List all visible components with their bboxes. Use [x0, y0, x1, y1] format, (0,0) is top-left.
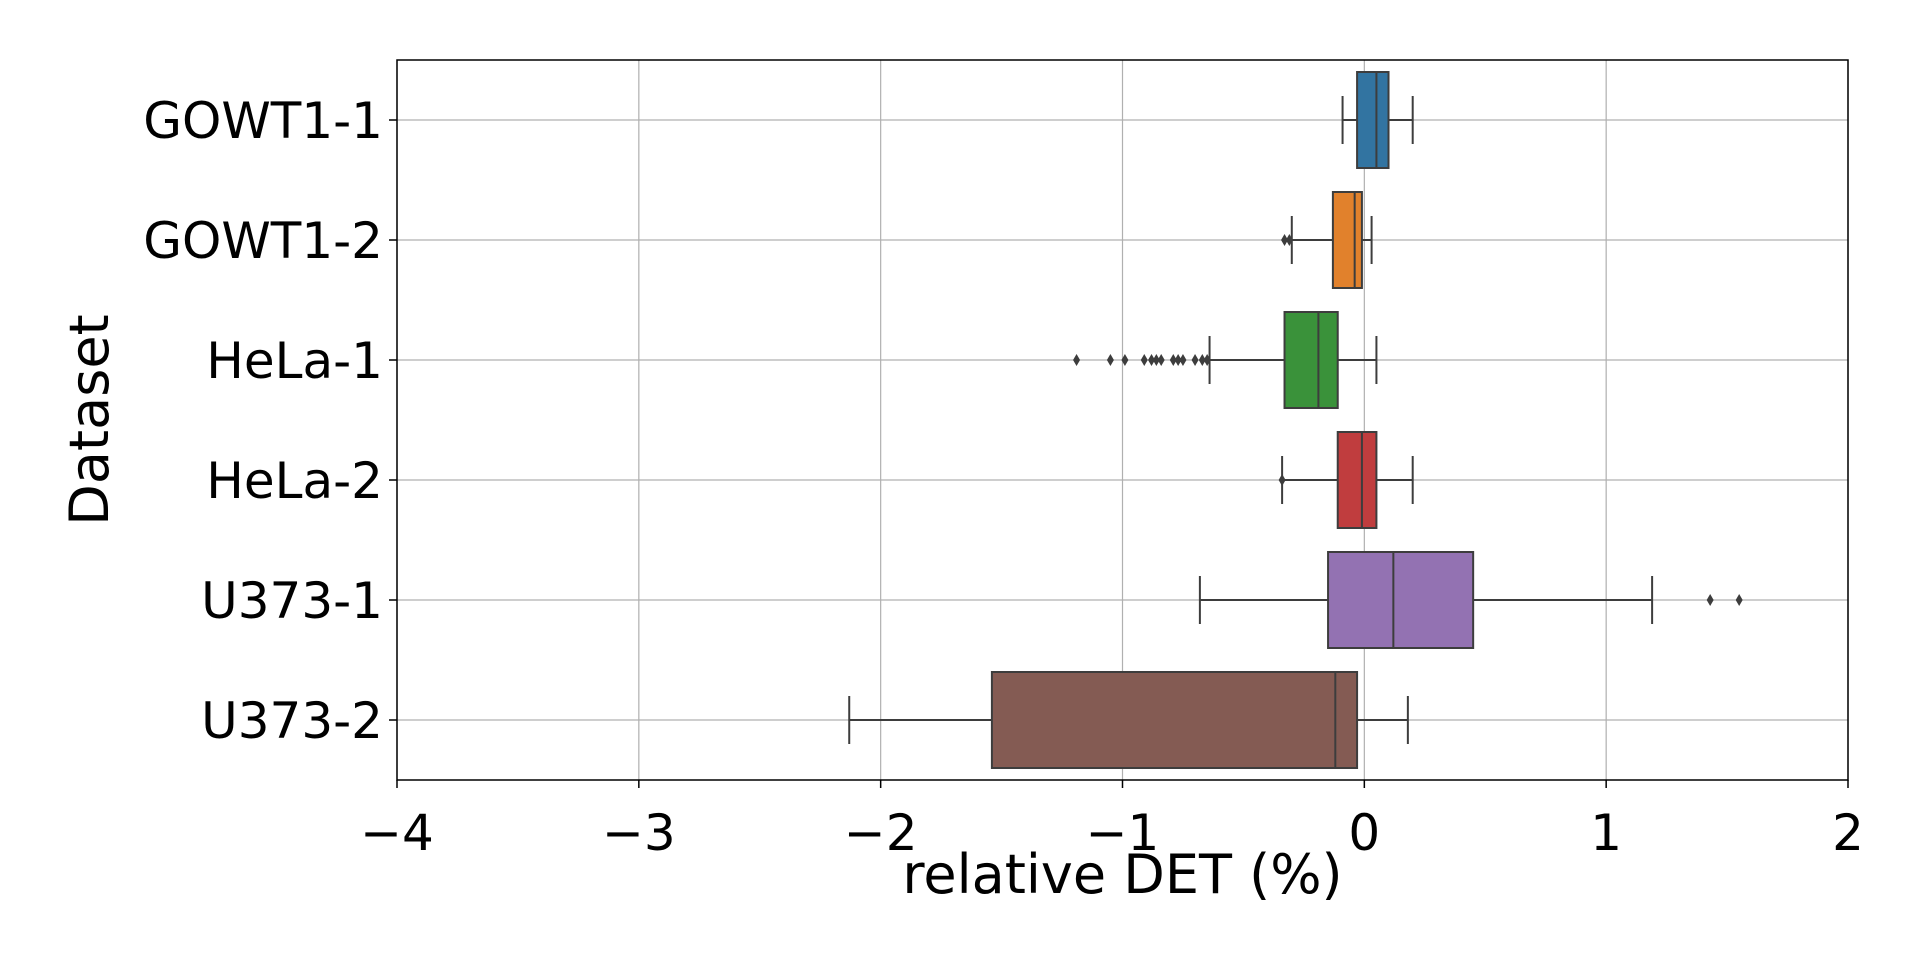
box-u373-2 [848, 671, 1409, 769]
outlier-point [1278, 474, 1286, 486]
box-gowt1-1 [1341, 71, 1414, 169]
x-tick-label: 1 [1590, 804, 1622, 862]
outlier-point [1281, 234, 1289, 246]
iqr-box [990, 671, 1359, 769]
x-tick-label: −3 [602, 804, 676, 862]
y-axis-label: Dataset [58, 314, 121, 525]
outlier-point [1073, 354, 1081, 366]
x-axis-label: relative DET (%) [902, 843, 1342, 906]
x-tick-label: −1 [1086, 804, 1160, 862]
box-hela-1 [1073, 311, 1378, 409]
box-hela-2 [1278, 431, 1414, 529]
box-layer [848, 71, 1743, 769]
outlier-point [1169, 354, 1177, 366]
x-tick-label: 0 [1348, 804, 1380, 862]
outlier-point [1179, 354, 1187, 366]
y-tick-label-u373-2: U373-2 [201, 692, 383, 750]
outlier-point [1121, 354, 1129, 366]
x-tick-label: −4 [360, 804, 434, 862]
outlier-point [1140, 354, 1148, 366]
iqr-box [1327, 551, 1475, 649]
x-axis-ticks: −4 −3 −2 −1 0 1 2 [360, 780, 1864, 862]
outlier-point [1285, 234, 1293, 246]
outlier-point [1203, 354, 1211, 366]
iqr-box [1336, 431, 1378, 529]
iqr-box [1331, 191, 1363, 289]
outlier-point [1148, 354, 1156, 366]
x-tick-label: 2 [1832, 804, 1864, 862]
outlier-point [1198, 354, 1206, 366]
y-tick-label-gowt1-2: GOWT1-2 [143, 212, 383, 270]
outlier-point [1706, 594, 1714, 606]
outlier-point [1174, 354, 1182, 366]
outlier-point [1106, 354, 1114, 366]
outlier-point [1152, 354, 1160, 366]
y-tick-label-gowt1-1: GOWT1-1 [143, 92, 383, 150]
y-tick-label-hela-2: HeLa-2 [206, 452, 383, 510]
outlier-point [1191, 354, 1199, 366]
y-axis-ticks: GOWT1-1 GOWT1-2 HeLa-1 HeLa-2 U373-1 U373-2 [143, 92, 397, 750]
iqr-box [1356, 71, 1390, 169]
box-u373-1 [1198, 551, 1743, 649]
y-tick-label-u373-1: U373-1 [201, 572, 383, 630]
iqr-box [1283, 311, 1339, 409]
outlier-point [1735, 594, 1743, 606]
outlier-point [1157, 354, 1165, 366]
box-gowt1-2 [1281, 191, 1373, 289]
x-tick-label: −2 [844, 804, 918, 862]
y-tick-label-hela-1: HeLa-1 [206, 332, 383, 390]
